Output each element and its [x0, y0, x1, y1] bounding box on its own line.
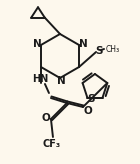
Text: N: N — [33, 39, 41, 49]
Text: CF₃: CF₃ — [43, 139, 61, 149]
Text: N: N — [57, 76, 65, 86]
Text: S: S — [88, 93, 95, 103]
Text: S: S — [95, 46, 103, 56]
Text: HN: HN — [32, 74, 48, 84]
Text: N: N — [79, 39, 87, 49]
Text: O: O — [42, 113, 50, 123]
Text: O: O — [84, 106, 92, 116]
Text: CH₃: CH₃ — [106, 44, 120, 53]
